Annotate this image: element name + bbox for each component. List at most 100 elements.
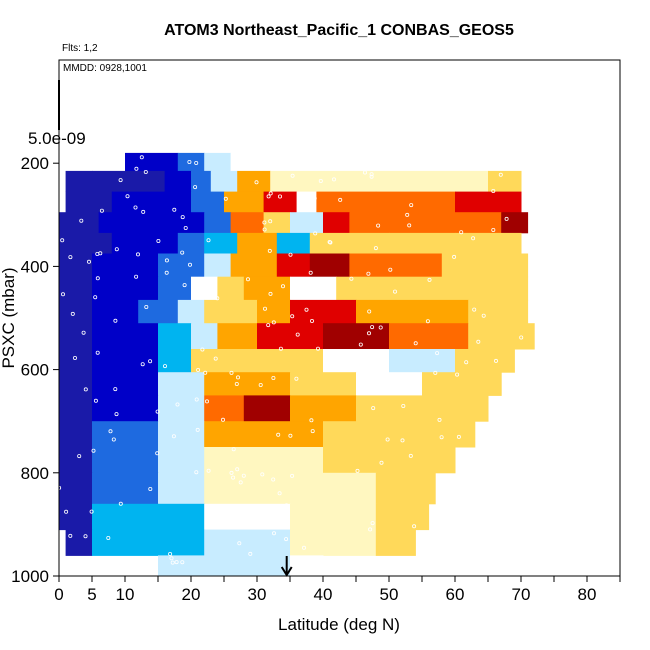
heatmap-cell <box>59 299 93 324</box>
heatmap-cell <box>389 349 456 373</box>
sample-marker <box>312 196 317 201</box>
heatmap-cell <box>65 191 113 213</box>
heatmap-cell <box>59 421 93 448</box>
x-tick-label: 10 <box>116 585 135 604</box>
heatmap-cell <box>98 212 159 234</box>
sample-marker <box>68 533 73 538</box>
heatmap-cell <box>349 253 443 278</box>
sample-marker <box>196 367 201 372</box>
heatmap-cell <box>290 299 357 324</box>
sample-marker <box>206 468 211 473</box>
sample-marker <box>148 359 153 364</box>
heatmap-cell <box>441 253 529 278</box>
sample-markers <box>57 155 524 565</box>
heatmap-cell <box>375 529 416 556</box>
heatmap-cell <box>230 253 278 278</box>
sample-marker <box>413 341 418 346</box>
heatmap-cell <box>65 170 93 192</box>
sample-marker <box>87 259 92 264</box>
x-tick-label: 20 <box>182 585 201 604</box>
sample-marker <box>284 537 289 542</box>
heatmap-cell <box>237 232 278 254</box>
heatmap-cell <box>270 170 377 192</box>
sample-marker <box>310 429 315 434</box>
sample-marker <box>155 451 160 456</box>
sample-marker <box>168 552 173 557</box>
sample-marker <box>328 240 333 245</box>
chart-title: ATOM3 Northeast_Pacific_1 CONBAS_GEOS5 <box>164 22 514 39</box>
sample-marker <box>248 551 253 556</box>
heatmap-cell <box>92 276 159 301</box>
sample-marker <box>148 486 153 491</box>
sample-marker <box>369 174 374 179</box>
heatmap-cell <box>204 472 291 505</box>
sample-marker <box>313 231 318 236</box>
heatmap-cell <box>92 170 166 192</box>
heatmap-cell <box>210 170 238 192</box>
sample-marker <box>194 470 199 475</box>
heatmap-cell <box>204 503 291 531</box>
sample-marker <box>172 207 177 212</box>
sample-marker <box>193 185 198 190</box>
heatmap-cell <box>217 276 245 301</box>
sample-marker <box>245 277 250 282</box>
heatmap-cell <box>375 503 430 531</box>
heatmap-cell <box>92 253 159 278</box>
sample-marker <box>108 429 113 434</box>
heatmap-cell <box>158 421 205 448</box>
sample-marker <box>134 274 139 279</box>
heatmap-cell <box>204 395 245 422</box>
sample-marker <box>155 409 160 414</box>
sample-marker <box>162 364 167 369</box>
heatmap-cell <box>204 447 324 474</box>
x-tick-label: 50 <box>380 585 399 604</box>
sample-marker <box>260 472 265 477</box>
sample-marker <box>288 252 293 257</box>
sample-marker <box>290 473 295 478</box>
sample-marker <box>388 267 393 272</box>
sample-marker <box>215 296 220 301</box>
sample-marker <box>425 319 430 324</box>
sample-marker <box>284 503 289 508</box>
heatmap-cell <box>59 372 93 396</box>
sample-marker <box>231 475 236 480</box>
sample-marker <box>408 453 413 458</box>
y-tick-label: 600 <box>21 361 49 380</box>
sample-marker <box>455 372 460 377</box>
heatmap-cell <box>323 323 390 350</box>
sample-marker <box>277 491 282 496</box>
sample-marker <box>258 382 263 387</box>
sample-marker <box>195 427 200 432</box>
heatmap-cell <box>323 212 350 234</box>
x-tick-label: 0 <box>54 585 63 604</box>
heatmap-cell <box>204 212 232 234</box>
y-tick-label: 1000 <box>11 567 49 586</box>
sample-marker <box>476 339 481 344</box>
heatmap-cell <box>177 232 205 254</box>
sample-marker <box>435 351 440 356</box>
sample-marker <box>268 191 273 196</box>
heatmap-cell <box>204 232 238 254</box>
sample-marker <box>231 447 236 452</box>
heatmap-cell <box>290 395 357 422</box>
sample-marker <box>368 527 373 532</box>
sample-marker <box>139 155 144 160</box>
sample-marker <box>267 248 272 253</box>
heatmap-cell <box>224 555 291 577</box>
heatmap-cell <box>158 232 179 254</box>
sample-marker <box>271 320 276 325</box>
date-label: MMDD: 0928,1001 <box>63 63 147 74</box>
sample-marker <box>164 258 169 263</box>
sample-marker <box>405 212 410 217</box>
sample-marker <box>491 188 496 193</box>
sample-marker <box>262 227 267 232</box>
heatmap-cell <box>92 372 159 396</box>
heatmap-cell <box>243 276 291 301</box>
heatmap-cell <box>204 152 232 172</box>
sample-marker <box>437 417 442 422</box>
sample-marker <box>459 230 464 235</box>
heatmap-cell <box>422 421 476 448</box>
sample-marker <box>309 418 314 423</box>
sample-marker <box>315 346 320 351</box>
sample-marker <box>81 330 86 335</box>
